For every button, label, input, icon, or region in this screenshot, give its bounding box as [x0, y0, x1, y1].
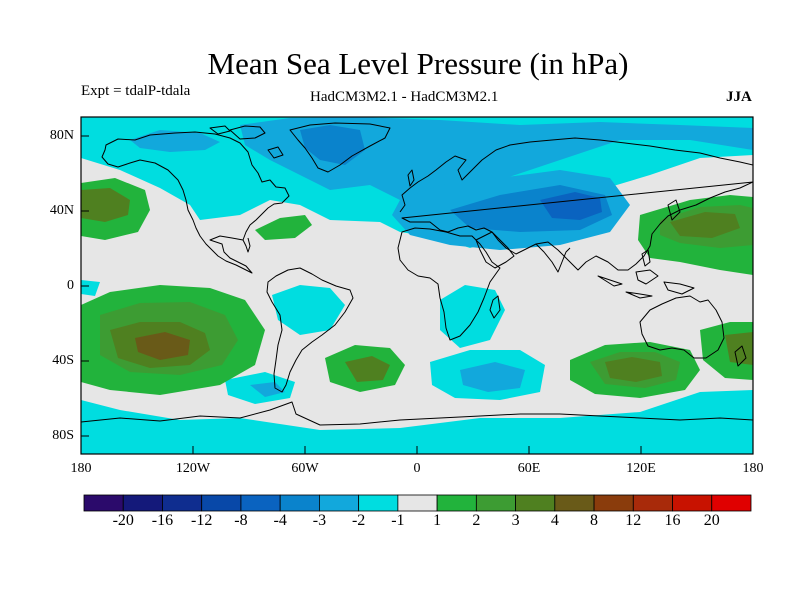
colorbar-swatch	[319, 494, 360, 512]
coastline-india	[535, 243, 571, 273]
colorbar-swatch	[711, 494, 752, 512]
colorbar-tick-label: 12	[625, 512, 642, 529]
coastline-greenland	[289, 122, 391, 173]
anomaly-drake-core	[250, 382, 285, 397]
colorbar-tick-label: -4	[273, 512, 287, 529]
colorbar-tick-label: -2	[351, 512, 366, 529]
anomaly-pacific-equatorial-low	[81, 280, 100, 296]
axis-ticks	[80, 135, 754, 454]
coastline-philippines	[641, 249, 651, 267]
model-label: HadCM3M2.1 - HadCM3M2.1	[310, 89, 499, 105]
anomaly-subpolar-low	[240, 117, 753, 200]
colorbar-swatch	[122, 494, 163, 512]
anomaly-ne-pacific-core	[81, 188, 130, 222]
colorbar-swatch	[397, 494, 438, 512]
colorbar-swatch	[672, 494, 713, 512]
colorbar-tick-label: -3	[312, 512, 327, 529]
colorbar-swatch	[515, 494, 556, 512]
coastline-arabian-peninsula	[475, 231, 515, 269]
anomaly-southern-ocean-core	[460, 362, 525, 392]
colorbar-swatch	[162, 494, 203, 512]
colorbar-tick-label: 2	[472, 512, 481, 529]
lon-tick-label: 60E	[517, 461, 541, 476]
anomaly-south-atlantic-core	[345, 356, 390, 382]
lon-tick-label: 120W	[175, 461, 211, 476]
colorbar-swatch	[279, 494, 320, 512]
experiment-label: Expt = tdalP-tdala	[81, 83, 191, 99]
colorbar-swatch	[240, 494, 281, 512]
colorbar-tick-label: 3	[511, 512, 520, 529]
coastline-south-america	[266, 267, 354, 393]
anomaly-africa-low	[440, 285, 505, 348]
lat-tick-label: 0	[67, 278, 74, 293]
coastline-australia	[639, 295, 725, 359]
lat-tick-label: 80S	[52, 428, 74, 443]
coastline-canadian-islands	[209, 125, 284, 159]
colorbar-swatch	[475, 494, 516, 512]
colorbar-tick-label: -12	[191, 512, 213, 529]
map-title: Mean Sea Level Pressure (in hPa)	[207, 46, 629, 81]
lat-tick-label: 40S	[52, 353, 74, 368]
colorbar-tick-label: 20	[703, 512, 720, 529]
coastline-north-america	[101, 131, 290, 274]
coastline-new-zealand	[734, 345, 747, 367]
colorbar-tick-label: -8	[234, 512, 248, 529]
colorbar-tick-label: -1	[391, 512, 405, 529]
anomaly-nw-pacific-core	[670, 212, 740, 238]
coastline-madagascar	[489, 295, 501, 319]
colorbar-swatch	[632, 494, 673, 512]
colorbar-swatch	[593, 494, 634, 512]
colorbar-swatch	[436, 494, 477, 512]
colorbar-swatch	[358, 494, 399, 512]
coastline-japan	[667, 199, 681, 221]
colorbar-swatch	[201, 494, 242, 512]
lon-tick-label: 0	[413, 461, 421, 476]
season-label: JJA	[726, 89, 752, 105]
colorbar-tick-label: 16	[664, 512, 681, 529]
coastline-africa	[397, 227, 501, 341]
coastline-indonesia	[597, 269, 695, 299]
colorbar-tick-label: 4	[550, 512, 559, 529]
coastline-florida	[242, 237, 251, 253]
anomaly-antarctic-low	[81, 390, 753, 454]
coastline-antarctica	[81, 401, 753, 426]
coastline-uk	[407, 169, 415, 187]
coastlines	[81, 122, 753, 426]
lat-tick-label: 40N	[49, 203, 74, 218]
colorbar-swatch	[554, 494, 595, 512]
anomaly-greenland-core	[300, 125, 365, 165]
lon-tick-label: 180	[70, 461, 92, 476]
colorbar-tick-label: -20	[112, 512, 134, 529]
lon-tick-label: 180	[742, 461, 764, 476]
anomaly-south-pacific-center	[135, 332, 190, 360]
anomaly-indian-ocean-core	[605, 357, 662, 382]
colorbar-tick-label: 1	[433, 512, 442, 529]
colorbar	[83, 494, 752, 512]
lat-tick-label: 80N	[49, 128, 74, 143]
colorbar-tick-label: -16	[151, 512, 174, 529]
lon-tick-label: 120E	[626, 461, 656, 476]
anomaly-south-america-low	[272, 285, 345, 335]
anomaly-arctic-canada	[130, 130, 220, 152]
anomaly-gulf-high	[255, 215, 312, 240]
colorbar-swatch	[83, 494, 124, 512]
lon-tick-label: 60W	[291, 461, 319, 476]
colorbar-tick-label: 8	[590, 512, 599, 529]
